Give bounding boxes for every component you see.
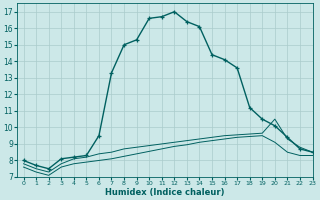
X-axis label: Humidex (Indice chaleur): Humidex (Indice chaleur)	[105, 188, 225, 197]
